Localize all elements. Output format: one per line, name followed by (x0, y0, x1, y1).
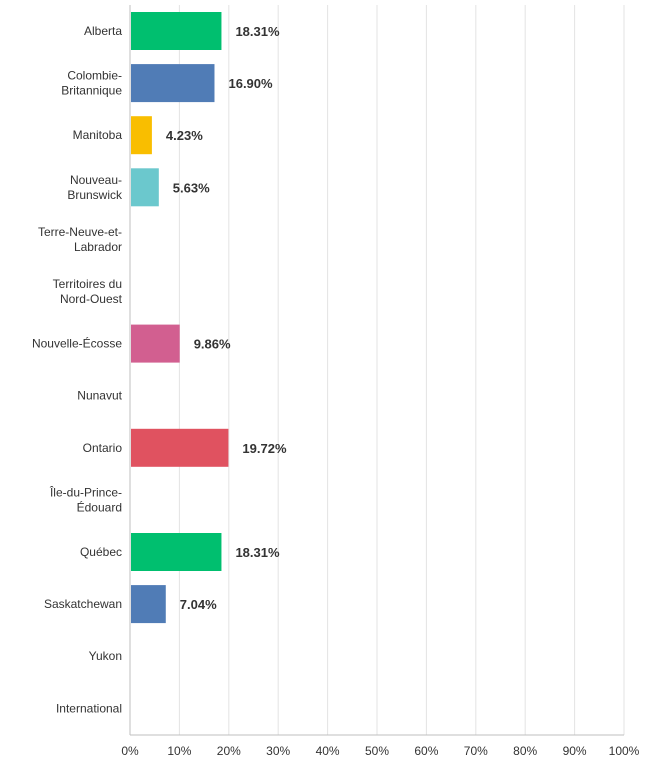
category-label: Saskatchewan (44, 597, 122, 611)
bar (131, 585, 166, 624)
x-tick-label: 60% (414, 744, 438, 758)
x-tick-label: 70% (464, 744, 488, 758)
category-label: Nouvelle-Écosse (32, 336, 122, 351)
bar (131, 168, 159, 207)
value-label: 19.72% (242, 441, 287, 456)
category-label: Terre-Neuve-et-Labrador (38, 225, 122, 254)
gridlines (129, 5, 625, 735)
bar (131, 428, 229, 467)
value-label: 5.63% (173, 180, 210, 195)
category-label: Québec (80, 545, 122, 559)
category-label: Colombie-Britannique (61, 69, 122, 98)
category-label: International (56, 701, 122, 715)
value-label: 4.23% (166, 128, 203, 143)
bar (131, 533, 222, 571)
value-labels: 18.31% 16.90% 4.23% 5.63% 9.86% 19.72% 18.31% 7… (166, 24, 287, 612)
bars (131, 12, 229, 624)
category-label: Nouveau-Brunswick (67, 173, 123, 202)
value-label: 16.90% (228, 76, 273, 91)
x-tick-label: 80% (513, 744, 537, 758)
x-tick-label: 20% (217, 744, 241, 758)
x-tick-label: 0% (121, 744, 139, 758)
bar (131, 116, 152, 155)
x-tick-label: 90% (563, 744, 587, 758)
x-tick-label: 100% (609, 744, 640, 758)
category-label: Territoires du Nord-Ouest (53, 277, 123, 306)
category-label: Manitoba (73, 128, 123, 142)
value-label: 18.31% (235, 545, 280, 560)
bar (131, 64, 215, 103)
category-label: Yukon (89, 649, 122, 663)
x-tick-label: 10% (167, 744, 191, 758)
x-tick-label: 40% (316, 744, 340, 758)
category-label: Alberta (84, 24, 122, 38)
category-labels: Alberta Colombie-Britannique Manitoba Nouve… (32, 24, 123, 715)
value-label: 7.04% (180, 597, 217, 612)
category-label: Nunavut (77, 389, 122, 403)
category-label: Ontario (83, 441, 123, 455)
x-tick-label: 50% (365, 744, 389, 758)
bar (131, 12, 222, 50)
value-label: 18.31% (235, 24, 280, 39)
value-label: 9.86% (194, 337, 231, 352)
category-label: Île-du-Prince-Édouard (49, 484, 122, 514)
bar (131, 324, 180, 363)
x-axis: 0% 10% 20% 30% 40% 50% 60% 70% 80% 90% 100% (121, 734, 640, 758)
x-tick-label: 30% (266, 744, 290, 758)
